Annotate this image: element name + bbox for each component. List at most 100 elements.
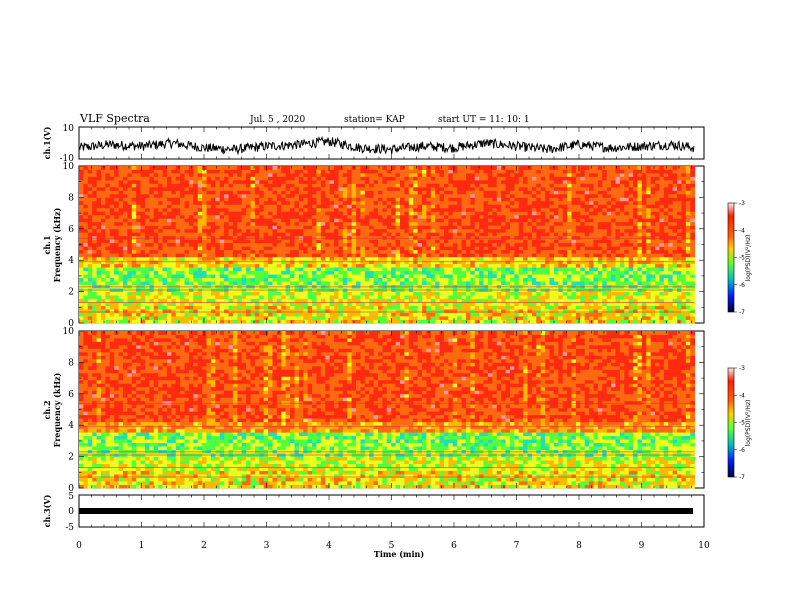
spectrogram-cell [263,291,269,296]
spectrogram-cell [153,221,159,226]
spectrogram-cell [545,214,550,219]
spectrogram-cell [250,249,256,254]
spectrogram-cell [268,277,273,282]
spectrogram-cell [312,221,317,226]
spectrogram-cell [496,176,502,181]
spectrogram-cell [421,179,427,184]
spectrogram-cell [316,193,322,198]
spectrogram-cell [122,204,128,209]
spectrogram-cell [408,211,414,216]
spectrogram-cell [334,267,339,272]
spectrogram-cell [298,228,304,233]
spectrogram-cell [325,263,331,268]
spectrogram-cell [79,172,84,177]
spectrogram-cell [259,176,265,181]
spectrogram-cell [457,186,462,191]
spectrogram-cell [514,183,520,188]
spectrogram-cell [364,179,370,184]
spectrogram-cell [536,302,542,306]
spectrogram-cell [518,253,524,258]
spectrogram-cell [166,302,172,306]
spectrogram-cell [268,305,273,310]
spectrogram-cell [531,312,537,317]
spectrogram-cell [180,197,185,202]
spectrogram-cell [131,277,137,282]
spectrogram-cell [87,281,93,286]
spectrogram-cell [268,186,273,191]
spectrogram-cell [461,228,467,233]
spectrogram-cell [329,277,335,282]
spectrogram-cell [268,183,273,188]
spectrogram-cell [378,193,383,198]
spectrogram-cell [96,235,102,240]
spectrogram-cell [193,228,199,233]
spectrogram-cell [232,291,238,296]
spectrogram-cell [180,274,185,279]
spectrogram-cell [228,200,234,205]
spectrogram-cell [109,166,115,170]
spectrogram-cell [373,249,379,254]
spectrogram-cell [417,179,423,184]
spectrogram-cell [474,312,480,317]
spectrogram-cell [263,316,269,320]
spectrogram-cell [334,253,339,258]
spectrogram-cell [92,309,97,313]
spectrogram-cell [114,221,119,226]
spectrogram-cell [175,225,181,230]
spectrogram-cell [549,312,555,317]
spectrogram-cell [153,277,159,282]
spectrogram-cell [127,267,133,272]
spectrogram-cell [316,298,322,303]
spectrogram-cell [514,302,520,306]
spectrogram-cell [391,211,397,216]
spectrogram-cell [378,246,383,251]
spectrogram-cell [127,228,133,233]
spectrogram-cell [382,172,388,177]
spectrogram-cell [492,274,498,279]
spectrogram-cell [382,305,388,310]
spectrogram-cell [360,267,366,272]
spectrogram-cell [105,274,111,279]
spectrogram-cell [307,281,313,286]
spectrogram-cell [87,253,93,258]
spectrogram-cell [360,186,366,191]
spectrogram-cell [404,221,410,226]
spectrogram-cell [100,207,106,212]
spectrogram-cell [92,225,97,230]
spectrogram-cell [461,263,467,268]
spectrogram-cell [523,302,528,306]
spectrogram-cell [294,298,300,303]
spectrogram-cell [109,193,115,198]
spectrogram-cell [351,235,357,240]
spectrogram-cell [228,256,234,261]
spectrogram-cell [188,305,194,310]
spectrogram-cell [334,221,339,226]
spectrogram-cell [193,298,199,303]
spectrogram-cell [109,270,115,275]
spectrogram-cell [312,281,317,286]
spectrogram-cell [105,270,111,275]
spectrogram-cell [206,211,212,216]
spectrogram-cell [290,309,295,313]
spectrogram-cell [378,207,383,212]
spectrogram-cell [395,256,401,261]
spectrogram-cell [426,281,432,286]
spectrogram-cell [96,274,102,279]
spectrogram-cell [501,228,506,233]
spectrogram-cell [92,190,97,195]
spectrogram-cell [496,207,502,212]
spectrogram-cell [549,253,555,258]
spectrogram-cell [382,281,388,286]
spectrogram-cell [206,176,212,181]
spectrogram-cell [206,235,212,240]
spectrogram-cell [215,172,221,177]
spectrogram-cell [83,186,89,191]
spectrogram-cell [144,295,150,299]
spectrogram-cell [215,295,221,299]
spectrogram-cell [140,214,146,219]
spectrogram-cell [105,267,111,272]
spectrogram-cell [536,218,542,223]
spectrogram-cell [254,179,260,184]
spectrogram-cell [285,232,291,237]
spectrogram-cell [136,291,141,296]
